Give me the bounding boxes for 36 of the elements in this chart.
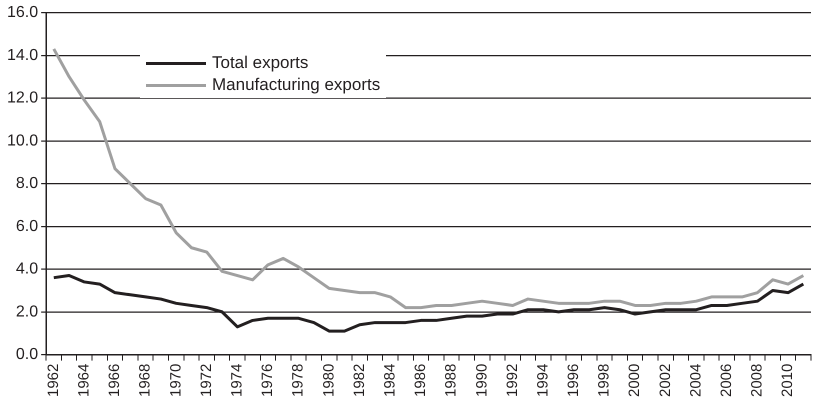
x-tick-label: 2010	[779, 364, 796, 398]
x-tick-label: 1962	[44, 364, 62, 398]
x-tick-label: 1978	[290, 364, 307, 398]
y-tick-label: 14.0	[7, 46, 38, 64]
x-tick-label: 1974	[228, 364, 246, 398]
legend-label: Manufacturing exports	[212, 74, 380, 96]
y-tick-label: 4.0	[16, 260, 38, 278]
y-tick-label: 12.0	[7, 90, 38, 107]
legend-label: Total exports	[212, 52, 308, 74]
y-tick-label: 16.0	[7, 4, 38, 22]
x-tick-label: 1972	[198, 364, 215, 398]
y-tick-label: 6.0	[16, 218, 38, 235]
x-tick-label: 1994	[534, 364, 552, 398]
x-tick-label: 1976	[259, 364, 276, 398]
x-tick-label: 1966	[106, 364, 124, 398]
x-tick-label: 1996	[565, 364, 582, 398]
x-tick-label: 1998	[596, 364, 613, 398]
y-tick-label: 0.0	[16, 346, 38, 364]
x-tick-label: 2006	[718, 364, 736, 398]
x-tick-label: 1984	[381, 364, 398, 398]
x-tick-label: 2004	[687, 364, 704, 398]
x-tick-label: 1982	[350, 364, 368, 398]
x-tick-label: 1990	[473, 364, 490, 398]
x-tick-label: 1968	[136, 364, 154, 398]
y-tick-label: 2.0	[16, 303, 38, 320]
x-tick-label: 2002	[656, 364, 674, 398]
x-tick-label: 1988	[442, 364, 460, 398]
x-tick-label: 2000	[626, 364, 644, 398]
x-tick-label: 1970	[167, 364, 184, 398]
y-tick-label: 8.0	[16, 175, 38, 192]
y-tick-label: 10.0	[7, 132, 38, 150]
x-tick-label: 1992	[504, 364, 521, 398]
x-tick-label: 1980	[320, 364, 338, 398]
x-tick-label: 1986	[412, 364, 430, 398]
x-tick-label: 1964	[76, 364, 93, 398]
x-tick-label: 2008	[748, 364, 766, 398]
